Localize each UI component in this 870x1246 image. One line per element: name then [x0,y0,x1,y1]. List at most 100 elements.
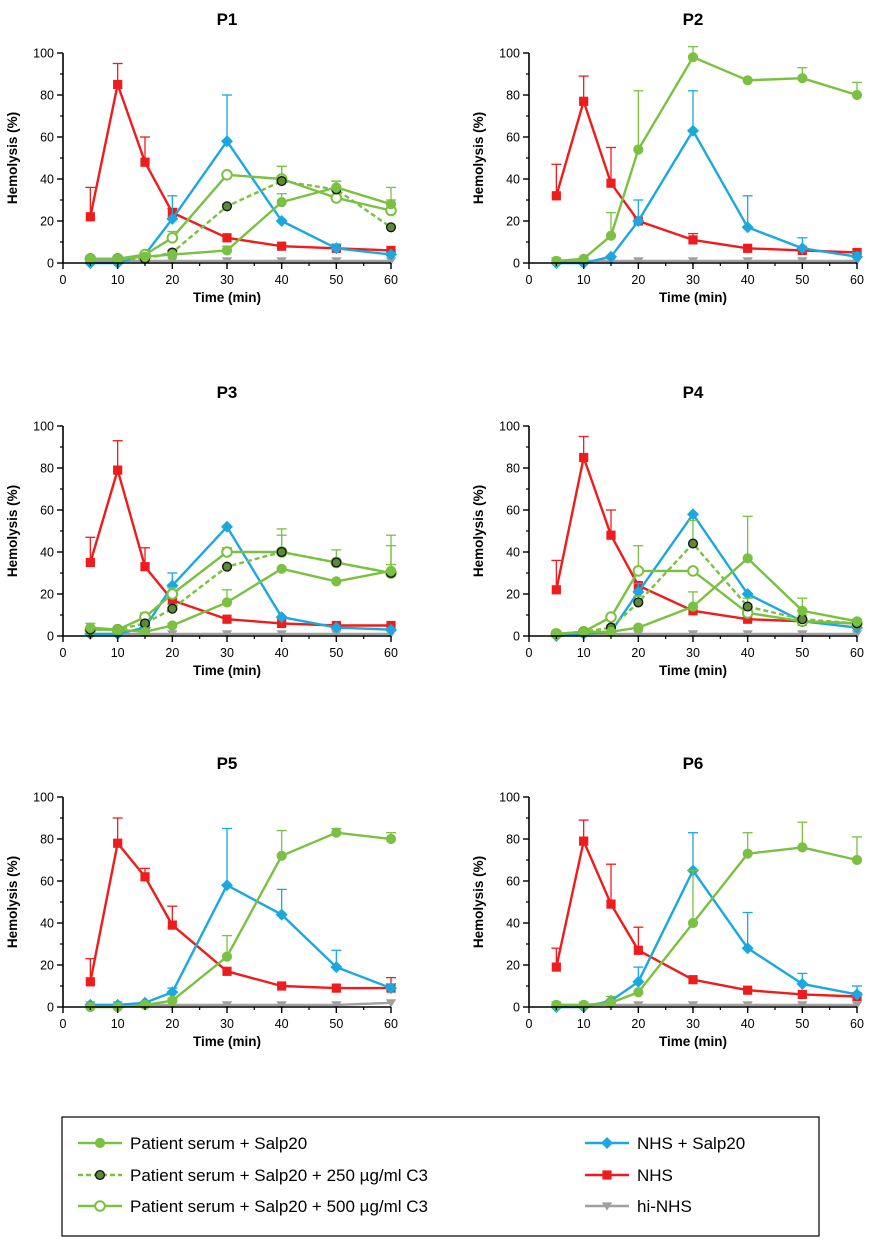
legend-item-nhs-salp20: NHS + Salp20 [585,1134,745,1153]
point-p3-hi-nhs-20 [167,630,178,639]
y-tick-label-p5-0: 0 [47,1001,54,1015]
y-tick-label-p1-40: 40 [40,173,54,187]
point-p4-hi-nhs-40 [742,630,753,639]
point-p5-nhs-50 [331,983,341,993]
panel-title-p5: P5 [217,754,238,773]
series-p3-patient-serum-salp20-250-ug-ml-c3 [85,528,397,635]
point-p3-patient-serum-salp20-250-ug-ml-c3-15 [139,618,151,629]
panel-p5: P5 0 20 40 60 80 100 0 10 20 30 40 50 60 Time (min) Hem… [5,754,398,1049]
y-tick-label-p4-60: 60 [506,504,520,518]
point-p1-nhs-salp20-20 [166,212,179,225]
y-tick-label-p5-40: 40 [40,917,54,931]
x-tick-label-p2-20: 20 [631,273,645,287]
point-p1-nhs-salp20-40 [275,215,288,227]
point-p6-hi-nhs-30 [687,1001,699,1010]
point-p1-patient-serum-salp20-500-ug-ml-c3-30 [221,169,233,181]
point-p6-nhs-20 [633,945,643,955]
x-tick-label-p5-50: 50 [329,1017,343,1031]
x-tick-label-p6-30: 30 [686,1017,700,1031]
y-tick-label-p4-100: 100 [499,420,520,434]
legend-marker-nhs [602,1170,612,1180]
point-p1-patient-serum-salp20-50 [331,182,342,193]
legend: Patient serum + Salp20 Patient serum + Sa… [61,1116,820,1237]
point-p4-patient-serum-salp20-500-ug-ml-c3-15 [605,611,617,623]
y-tick-label-p6-20: 20 [506,959,520,973]
point-p4-nhs-salp20-20 [632,585,645,598]
point-p1-patient-serum-salp20-5 [85,253,96,264]
point-p5-nhs-5 [85,977,95,987]
x-tick-label-p3-20: 20 [165,646,179,660]
point-p3-hi-nhs-50 [331,630,342,639]
x-tick-label-p1-20: 20 [165,273,179,287]
x-tick-label-p2-30: 30 [686,273,700,287]
point-p3-nhs-5 [85,557,95,568]
x-axis-label-p1: Time (min) [193,290,261,305]
point-p5-patient-serum-salp20-60 [385,833,397,845]
y-tick-label-p4-40: 40 [506,546,520,560]
point-p2-patient-serum-salp20-40 [742,75,753,86]
x-tick-label-p4-0: 0 [526,646,533,660]
series-p3-nhs [85,440,396,631]
point-p2-patient-serum-salp20-60 [851,89,863,101]
x-axis-label-p3: Time (min) [193,663,261,678]
point-p6-nhs-10 [579,836,589,846]
legend-item-nhs: NHS [585,1166,673,1185]
legend-item-hi-nhs: hi-NHS [585,1197,692,1216]
y-axis-label-p3: Hemolysis (%) [5,485,20,577]
point-p2-patient-serum-salp20-30 [687,52,699,63]
x-tick-label-p4-60: 60 [850,646,864,660]
y-tick-label-p2-80: 80 [506,89,520,103]
point-p3-nhs-salp20-60 [385,623,397,636]
y-tick-label-p1-100: 100 [33,47,54,61]
x-axis-label-p5: Time (min) [193,1034,261,1049]
point-p4-patient-serum-salp20-250-ug-ml-c3-20 [633,597,644,608]
point-p1-patient-serum-salp20-15 [139,251,151,262]
point-p5-patient-serum-salp20-40 [276,850,287,861]
panel-p4: P4 0 20 40 60 80 100 0 10 20 30 40 50 60 Time (min) Hem… [471,383,864,678]
point-p3-patient-serum-salp20-15 [139,626,151,637]
x-tick-label-p2-50: 50 [795,273,809,287]
y-axis-label-p5: Hemolysis (%) [5,856,20,948]
point-p4-patient-serum-salp20-500-ug-ml-c3-20 [632,565,645,577]
line-p4-nhs-salp20 [556,513,858,638]
y-tick-label-p1-20: 20 [40,215,54,229]
point-p4-patient-serum-salp20-250-ug-ml-c3-30 [687,538,699,549]
point-p4-hi-nhs-60 [851,630,863,639]
y-tick-label-p5-80: 80 [40,833,54,847]
point-p3-patient-serum-salp20-500-ug-ml-c3-30 [221,546,233,558]
point-p1-patient-serum-salp20-60 [385,199,397,210]
x-tick-label-p3-0: 0 [60,646,67,660]
point-p6-patient-serum-salp20-15 [605,997,617,1008]
line-p1-patient-serum-salp20-250-ug-ml-c3 [90,179,392,260]
point-p3-patient-serum-salp20-500-ug-ml-c3-20 [166,588,179,600]
point-p6-patient-serum-salp20-20 [633,987,644,998]
line-p1-patient-serum-salp20-500-ug-ml-c3 [90,173,392,260]
x-tick-label-p2-40: 40 [741,273,755,287]
point-p3-patient-serum-salp20-40 [276,563,287,574]
y-axis-label-p2: Hemolysis (%) [471,112,486,204]
point-p4-patient-serum-salp20-20 [633,622,644,633]
point-p3-patient-serum-salp20-60 [385,565,397,577]
x-axis-label-p6: Time (min) [659,1034,727,1049]
point-p4-patient-serum-salp20-60 [851,616,863,627]
series-p3-patient-serum-salp20 [85,534,397,637]
y-tick-label-p6-60: 60 [506,875,520,889]
y-tick-label-p5-60: 60 [40,875,54,889]
point-p5-nhs-salp20-60 [385,982,397,995]
point-p1-patient-serum-salp20-20 [167,249,178,260]
y-tick-label-p3-0: 0 [47,630,54,644]
x-axis-label-p4: Time (min) [659,663,727,678]
point-p4-hi-nhs-50 [797,630,808,639]
point-p2-nhs-salp20-40 [741,221,754,234]
point-p2-patient-serum-salp20-15 [605,230,617,241]
legend-marker-hi-nhs [601,1202,613,1211]
line-p4-patient-serum-salp20-250-ug-ml-c3 [556,542,858,636]
point-p6-nhs-salp20-40 [741,942,754,955]
point-p3-patient-serum-salp20-5 [85,622,96,633]
point-p4-nhs-15 [606,530,616,540]
point-p3-patient-serum-salp20-250-ug-ml-c3-40 [276,546,287,558]
x-tick-label-p6-10: 10 [577,1017,591,1031]
panel-title-p4: P4 [683,383,704,402]
point-p6-nhs-50 [797,989,807,999]
point-p6-hi-nhs-50 [797,1001,808,1010]
